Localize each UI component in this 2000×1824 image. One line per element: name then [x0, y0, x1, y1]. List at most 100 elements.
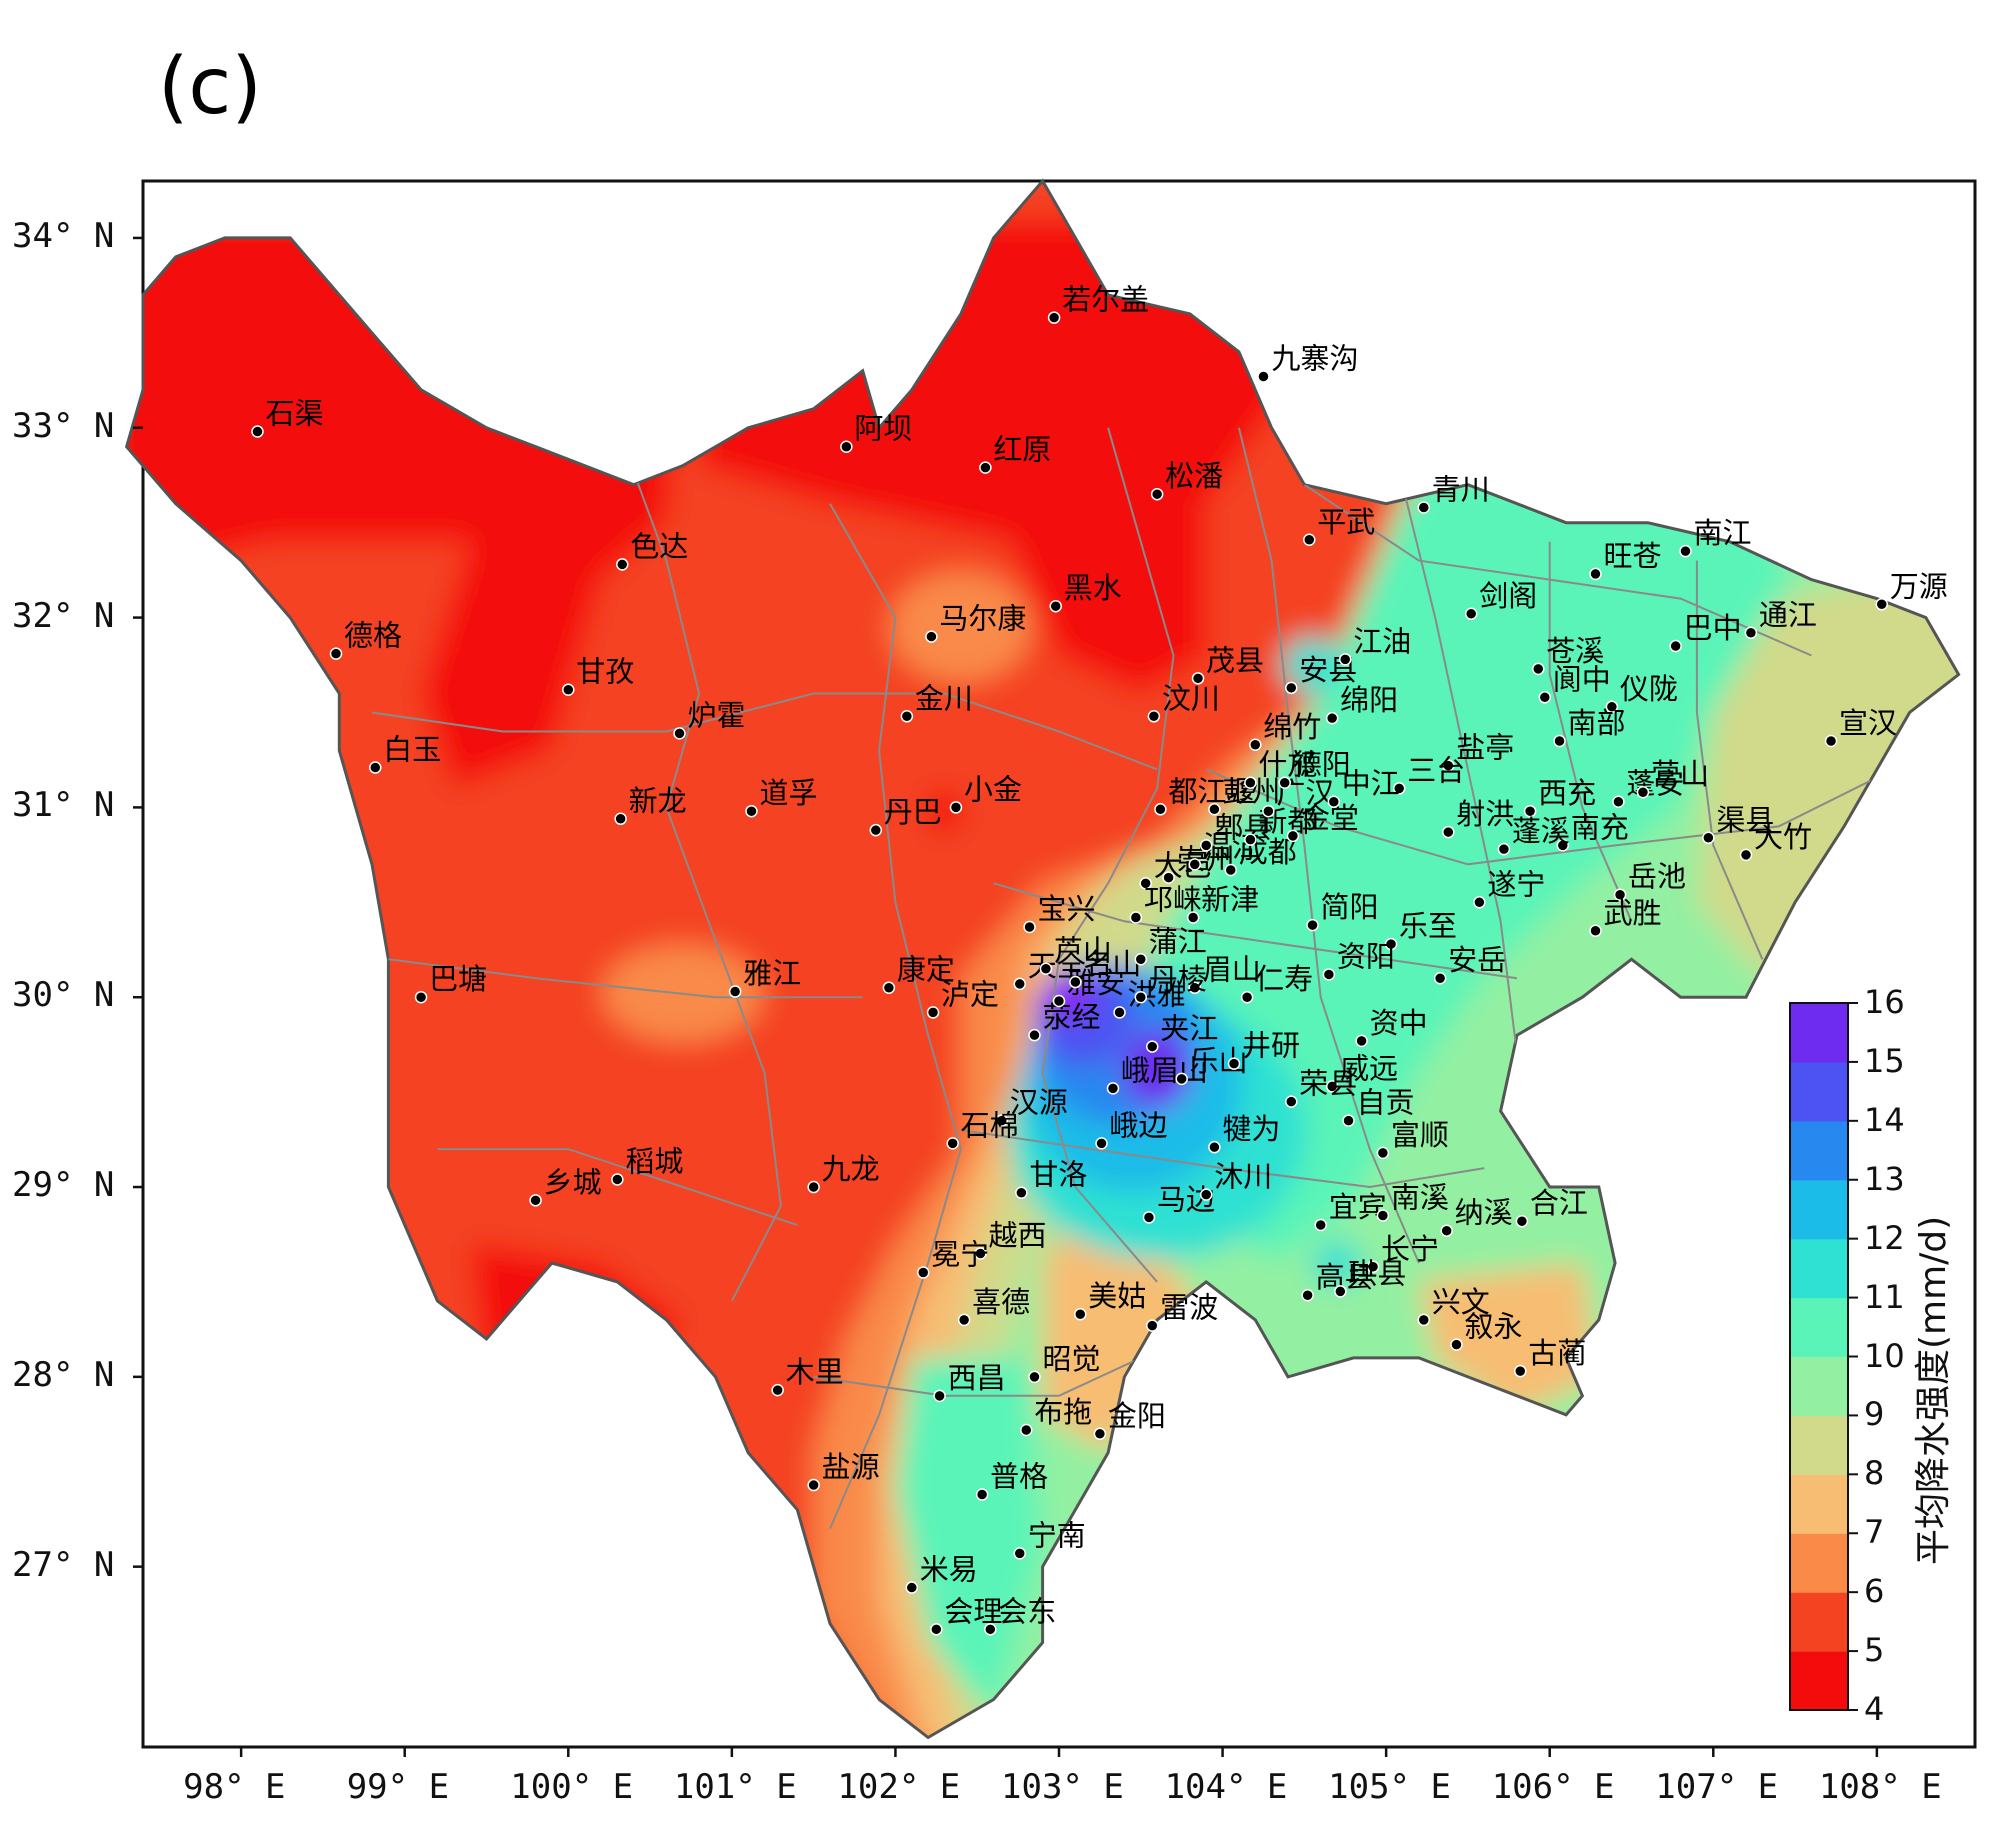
station-label: 简阳 — [1321, 890, 1379, 924]
station-marker: 眉山 — [1188, 953, 1261, 994]
station-marker: 马尔康 — [925, 602, 1026, 643]
station-dot — [1702, 831, 1715, 845]
station-marker: 安岳 — [1433, 943, 1506, 985]
station-dot — [1208, 1140, 1221, 1154]
station-dot — [1191, 672, 1205, 685]
station-label: 绵竹 — [1263, 710, 1321, 744]
station-marker: 冕宁 — [916, 1237, 989, 1279]
station-dot — [1020, 1423, 1033, 1437]
colorbar-tick-label: 8 — [1864, 1454, 1885, 1493]
station-label: 都江堰 — [1168, 774, 1255, 808]
station-marker: 资中 — [1355, 1006, 1428, 1048]
station-label: 康定 — [897, 953, 955, 987]
station-label: 阿坝 — [854, 412, 912, 446]
station-marker: 阿坝 — [840, 412, 912, 453]
station-label: 红原 — [993, 433, 1051, 467]
station-dot — [1384, 937, 1398, 951]
station-label: 乐至 — [1399, 909, 1457, 943]
station-label: 汶川 — [1162, 681, 1220, 715]
station-dot — [1875, 598, 1889, 611]
station-marker: 岳池 — [1613, 860, 1686, 901]
station-label: 平武 — [1317, 505, 1375, 539]
station-label: 新津 — [1201, 882, 1259, 916]
station-marker: 普格 — [975, 1460, 1048, 1501]
colorbar-tick-label: 10 — [1864, 1336, 1905, 1375]
station-label: 巴塘 — [429, 962, 487, 996]
colorbar — [1789, 1002, 1858, 1711]
station-marker: 丹巴 — [869, 795, 942, 837]
station-dot — [1129, 911, 1143, 924]
station-marker: 德格 — [329, 619, 402, 660]
station-dot — [745, 804, 758, 818]
station-dot — [1613, 888, 1627, 901]
field-zone-4-xiaojin — [926, 789, 963, 834]
station-marker: 米易 — [905, 1553, 978, 1594]
colorbar-segment — [1790, 1474, 1848, 1534]
station-marker: 合江 — [1515, 1186, 1588, 1228]
station-marker: 长宁 — [1366, 1232, 1439, 1274]
station-dot — [1186, 911, 1200, 924]
lon-tick-label: 98° E — [183, 1767, 286, 1807]
station-marker: 大竹 — [1739, 820, 1812, 862]
station-dot — [1028, 1370, 1041, 1384]
station-dot — [1244, 833, 1257, 846]
station-marker: 剑阁 — [1464, 579, 1537, 621]
station-dot — [1286, 829, 1300, 843]
station-dot — [949, 801, 963, 814]
station-dot — [1139, 877, 1152, 890]
station-dot — [1739, 848, 1753, 862]
station-dot — [933, 1389, 946, 1403]
station-label: 小金 — [964, 772, 1022, 806]
colorbar-segment — [1790, 1003, 1848, 1063]
station-dot — [995, 1114, 1008, 1127]
station-label: 南部 — [1568, 706, 1626, 740]
station-dot — [1497, 842, 1511, 856]
station-label: 渠县 — [1716, 803, 1774, 837]
station-marker: 三台 — [1392, 753, 1465, 795]
station-label: 犍为 — [1222, 1112, 1280, 1146]
station-marker: 蓬溪 — [1497, 814, 1570, 856]
station-dot — [926, 1006, 940, 1019]
station-label: 蓬安 — [1626, 767, 1684, 801]
station-marker: 松潘 — [1150, 459, 1223, 501]
station-dot — [1417, 1313, 1431, 1327]
station-label: 富顺 — [1391, 1118, 1449, 1152]
station-marker: 乐至 — [1384, 909, 1457, 951]
station-marker: 平武 — [1303, 505, 1375, 547]
station-dot — [979, 461, 992, 474]
colorbar-tick-label: 16 — [1864, 983, 1905, 1021]
station-marker: 若尔盖 — [1047, 283, 1149, 324]
station-dot — [1605, 700, 1619, 714]
station-marker: 名山 — [1069, 947, 1141, 989]
colorbar-segment — [1790, 1179, 1848, 1240]
station-dot — [1039, 962, 1053, 975]
lon-tick-label: 106° E — [1491, 1767, 1615, 1807]
station-label: 木里 — [786, 1355, 844, 1389]
station-dot — [1376, 1146, 1390, 1160]
station-dot — [925, 630, 938, 643]
station-label: 仁寿 — [1255, 962, 1313, 996]
station-marker: 丹棱 — [1134, 962, 1207, 1004]
lon-tick-label: 105° E — [1328, 1767, 1451, 1807]
station-dot — [1224, 863, 1237, 877]
colorbar-segment — [1790, 1120, 1848, 1181]
colorbar-segment — [1790, 1651, 1848, 1711]
province-boundary — [124, 178, 1961, 1740]
county-boundary-line — [437, 1148, 798, 1226]
station-dot — [1612, 795, 1625, 808]
station-dot — [1106, 1082, 1120, 1095]
station-dot — [900, 710, 914, 723]
station-dot — [1162, 871, 1175, 884]
station-marker: 洪雅 — [1113, 977, 1186, 1019]
station-label: 丹巴 — [884, 795, 942, 829]
station-marker: 威远 — [1325, 1051, 1398, 1093]
station-dot — [1523, 804, 1537, 818]
station-label: 米易 — [920, 1553, 978, 1587]
lat-tick-label: 29° N — [12, 1165, 115, 1206]
county-boundary-line — [1205, 768, 1894, 866]
station-marker: 西充 — [1523, 776, 1596, 818]
station-label: 丹棱 — [1149, 962, 1207, 996]
station-label: 中江 — [1342, 767, 1400, 801]
station-dot — [1342, 1114, 1355, 1127]
